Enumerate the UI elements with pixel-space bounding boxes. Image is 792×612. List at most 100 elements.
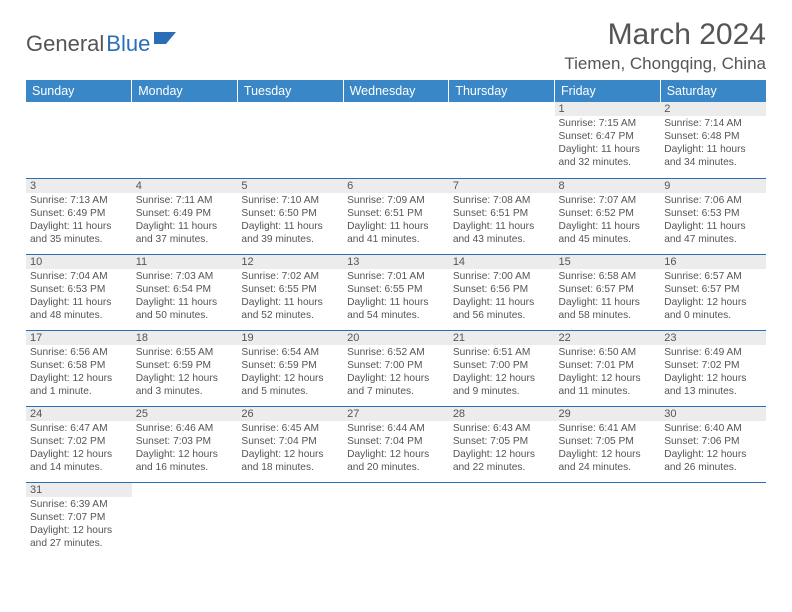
day-content: Sunrise: 6:54 AMSunset: 6:59 PMDaylight:… — [237, 345, 343, 400]
calendar-cell: 17Sunrise: 6:56 AMSunset: 6:58 PMDayligh… — [26, 330, 132, 406]
header: GeneralBlue March 2024 Tiemen, Chongqing… — [26, 18, 766, 74]
day-content: Sunrise: 7:09 AMSunset: 6:51 PMDaylight:… — [343, 193, 449, 248]
day-content: Sunrise: 6:51 AMSunset: 7:00 PMDaylight:… — [449, 345, 555, 400]
day-content: Sunrise: 6:49 AMSunset: 7:02 PMDaylight:… — [660, 345, 766, 400]
calendar-cell: 23Sunrise: 6:49 AMSunset: 7:02 PMDayligh… — [660, 330, 766, 406]
calendar-cell: 14Sunrise: 7:00 AMSunset: 6:56 PMDayligh… — [449, 254, 555, 330]
day-number: 29 — [555, 407, 661, 421]
calendar-cell: 3Sunrise: 7:13 AMSunset: 6:49 PMDaylight… — [26, 178, 132, 254]
calendar-cell: 28Sunrise: 6:43 AMSunset: 7:05 PMDayligh… — [449, 406, 555, 482]
day-content: Sunrise: 7:08 AMSunset: 6:51 PMDaylight:… — [449, 193, 555, 248]
logo-text-1: General — [26, 31, 104, 57]
day-number: 1 — [555, 102, 661, 116]
calendar-cell: 10Sunrise: 7:04 AMSunset: 6:53 PMDayligh… — [26, 254, 132, 330]
day-content: Sunrise: 6:44 AMSunset: 7:04 PMDaylight:… — [343, 421, 449, 476]
calendar-cell: .. — [343, 482, 449, 558]
calendar-cell: 5Sunrise: 7:10 AMSunset: 6:50 PMDaylight… — [237, 178, 343, 254]
logo: GeneralBlue — [26, 28, 180, 60]
day-content: Sunrise: 6:57 AMSunset: 6:57 PMDaylight:… — [660, 269, 766, 324]
day-number: 14 — [449, 255, 555, 269]
calendar-cell: .. — [132, 482, 238, 558]
day-content: Sunrise: 7:07 AMSunset: 6:52 PMDaylight:… — [555, 193, 661, 248]
calendar-cell: 15Sunrise: 6:58 AMSunset: 6:57 PMDayligh… — [555, 254, 661, 330]
day-content: Sunrise: 6:41 AMSunset: 7:05 PMDaylight:… — [555, 421, 661, 476]
calendar-cell: 11Sunrise: 7:03 AMSunset: 6:54 PMDayligh… — [132, 254, 238, 330]
day-content: Sunrise: 7:04 AMSunset: 6:53 PMDaylight:… — [26, 269, 132, 324]
day-number: 4 — [132, 179, 238, 193]
weekday-header: Sunday — [26, 80, 132, 102]
calendar-cell: 30Sunrise: 6:40 AMSunset: 7:06 PMDayligh… — [660, 406, 766, 482]
day-content: Sunrise: 7:06 AMSunset: 6:53 PMDaylight:… — [660, 193, 766, 248]
calendar-cell: 16Sunrise: 6:57 AMSunset: 6:57 PMDayligh… — [660, 254, 766, 330]
calendar-cell: 8Sunrise: 7:07 AMSunset: 6:52 PMDaylight… — [555, 178, 661, 254]
calendar-cell: .. — [555, 482, 661, 558]
calendar-row: 3Sunrise: 7:13 AMSunset: 6:49 PMDaylight… — [26, 178, 766, 254]
day-number: 11 — [132, 255, 238, 269]
day-number: 30 — [660, 407, 766, 421]
day-number: 13 — [343, 255, 449, 269]
calendar-cell: .. — [449, 102, 555, 178]
calendar-cell: .. — [449, 482, 555, 558]
calendar-cell: 7Sunrise: 7:08 AMSunset: 6:51 PMDaylight… — [449, 178, 555, 254]
day-content: Sunrise: 6:55 AMSunset: 6:59 PMDaylight:… — [132, 345, 238, 400]
weekday-header: Thursday — [449, 80, 555, 102]
calendar-cell: 12Sunrise: 7:02 AMSunset: 6:55 PMDayligh… — [237, 254, 343, 330]
calendar-cell: .. — [237, 102, 343, 178]
calendar-cell: 22Sunrise: 6:50 AMSunset: 7:01 PMDayligh… — [555, 330, 661, 406]
day-number: 3 — [26, 179, 132, 193]
day-number: 5 — [237, 179, 343, 193]
day-number: 18 — [132, 331, 238, 345]
calendar-cell: 18Sunrise: 6:55 AMSunset: 6:59 PMDayligh… — [132, 330, 238, 406]
calendar-row: ..........1Sunrise: 7:15 AMSunset: 6:47 … — [26, 102, 766, 178]
day-content: Sunrise: 7:01 AMSunset: 6:55 PMDaylight:… — [343, 269, 449, 324]
day-content: Sunrise: 6:39 AMSunset: 7:07 PMDaylight:… — [26, 497, 132, 552]
day-number: 28 — [449, 407, 555, 421]
calendar-cell: 29Sunrise: 6:41 AMSunset: 7:05 PMDayligh… — [555, 406, 661, 482]
day-number: 6 — [343, 179, 449, 193]
day-content: Sunrise: 7:14 AMSunset: 6:48 PMDaylight:… — [660, 116, 766, 171]
calendar-cell: 13Sunrise: 7:01 AMSunset: 6:55 PMDayligh… — [343, 254, 449, 330]
calendar-cell: 19Sunrise: 6:54 AMSunset: 6:59 PMDayligh… — [237, 330, 343, 406]
calendar-cell: .. — [26, 102, 132, 178]
calendar-cell: 6Sunrise: 7:09 AMSunset: 6:51 PMDaylight… — [343, 178, 449, 254]
day-content: Sunrise: 6:50 AMSunset: 7:01 PMDaylight:… — [555, 345, 661, 400]
month-title: March 2024 — [564, 18, 766, 52]
day-number: 26 — [237, 407, 343, 421]
weekday-header: Monday — [132, 80, 238, 102]
calendar-cell: .. — [343, 102, 449, 178]
day-content: Sunrise: 6:58 AMSunset: 6:57 PMDaylight:… — [555, 269, 661, 324]
day-content: Sunrise: 7:02 AMSunset: 6:55 PMDaylight:… — [237, 269, 343, 324]
calendar-body: ..........1Sunrise: 7:15 AMSunset: 6:47 … — [26, 102, 766, 558]
day-number: 12 — [237, 255, 343, 269]
calendar-cell: 1Sunrise: 7:15 AMSunset: 6:47 PMDaylight… — [555, 102, 661, 178]
day-content: Sunrise: 6:56 AMSunset: 6:58 PMDaylight:… — [26, 345, 132, 400]
calendar-cell: .. — [237, 482, 343, 558]
day-number: 20 — [343, 331, 449, 345]
weekday-row: SundayMondayTuesdayWednesdayThursdayFrid… — [26, 80, 766, 102]
day-content: Sunrise: 7:13 AMSunset: 6:49 PMDaylight:… — [26, 193, 132, 248]
weekday-header: Saturday — [660, 80, 766, 102]
weekday-header: Wednesday — [343, 80, 449, 102]
day-content: Sunrise: 7:11 AMSunset: 6:49 PMDaylight:… — [132, 193, 238, 248]
calendar-row: 24Sunrise: 6:47 AMSunset: 7:02 PMDayligh… — [26, 406, 766, 482]
day-content: Sunrise: 6:45 AMSunset: 7:04 PMDaylight:… — [237, 421, 343, 476]
calendar-cell: .. — [660, 482, 766, 558]
calendar-cell: 24Sunrise: 6:47 AMSunset: 7:02 PMDayligh… — [26, 406, 132, 482]
location: Tiemen, Chongqing, China — [564, 54, 766, 74]
day-content: Sunrise: 7:10 AMSunset: 6:50 PMDaylight:… — [237, 193, 343, 248]
day-content: Sunrise: 6:46 AMSunset: 7:03 PMDaylight:… — [132, 421, 238, 476]
weekday-header: Tuesday — [237, 80, 343, 102]
day-number: 9 — [660, 179, 766, 193]
day-number: 25 — [132, 407, 238, 421]
day-number: 16 — [660, 255, 766, 269]
calendar-cell: 26Sunrise: 6:45 AMSunset: 7:04 PMDayligh… — [237, 406, 343, 482]
weekday-header: Friday — [555, 80, 661, 102]
day-content: Sunrise: 6:52 AMSunset: 7:00 PMDaylight:… — [343, 345, 449, 400]
calendar-cell: 27Sunrise: 6:44 AMSunset: 7:04 PMDayligh… — [343, 406, 449, 482]
day-content: Sunrise: 7:15 AMSunset: 6:47 PMDaylight:… — [555, 116, 661, 171]
day-number: 19 — [237, 331, 343, 345]
day-number: 23 — [660, 331, 766, 345]
calendar-cell: 21Sunrise: 6:51 AMSunset: 7:00 PMDayligh… — [449, 330, 555, 406]
day-content: Sunrise: 7:00 AMSunset: 6:56 PMDaylight:… — [449, 269, 555, 324]
day-number: 22 — [555, 331, 661, 345]
